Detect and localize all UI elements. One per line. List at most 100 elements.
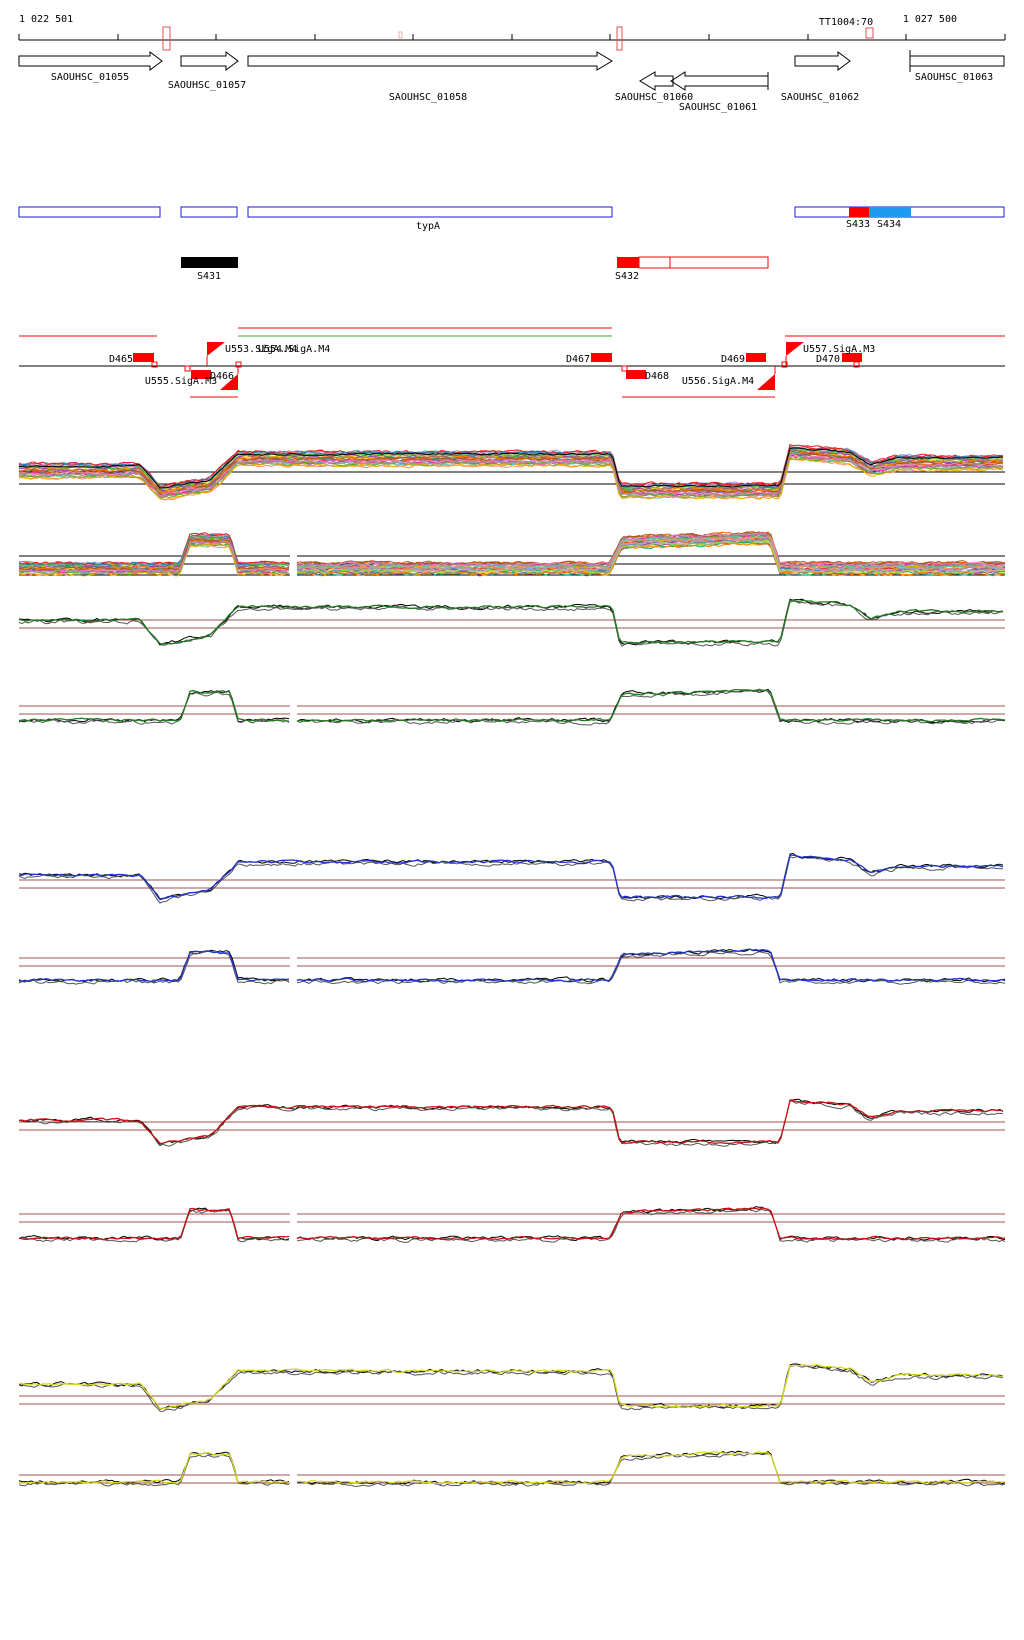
downshift-block[interactable] xyxy=(842,353,862,362)
segment-block[interactable] xyxy=(617,257,639,268)
gene-arrow[interactable] xyxy=(670,71,769,91)
ruler-marker[interactable] xyxy=(162,26,171,51)
profile-line xyxy=(18,533,289,566)
profile-line xyxy=(296,538,1006,573)
profile-line xyxy=(18,1451,290,1485)
gene-arrow[interactable] xyxy=(180,51,239,71)
profile-line xyxy=(19,532,289,566)
segment-block[interactable] xyxy=(181,257,238,268)
shift-tick xyxy=(781,361,788,368)
shift-tick xyxy=(184,365,191,372)
profile-line xyxy=(18,452,1004,496)
ruler-marker[interactable] xyxy=(398,31,403,39)
segment-block[interactable] xyxy=(849,207,869,217)
downshift-label: D465 xyxy=(109,354,133,365)
profile-line xyxy=(18,543,290,577)
downshift-label: D466 xyxy=(210,371,234,382)
upshift-label: U556.SigA.M4 xyxy=(682,376,754,387)
profile-line xyxy=(296,539,1006,574)
segment-track: S431 S432 xyxy=(181,256,769,282)
profile-line xyxy=(296,1206,1006,1242)
feature-box[interactable] xyxy=(18,206,161,218)
gene-track: SAOUHSC_01055 SAOUHSC_01057 SAOUHSC_0105… xyxy=(18,50,1005,113)
profile-line xyxy=(296,542,1006,577)
segment-box[interactable] xyxy=(638,256,671,269)
downshift-block[interactable] xyxy=(191,370,211,379)
coordinate-ruler: 1 022 501 1 027 500 TT1004:70 xyxy=(18,14,1006,51)
profile-line xyxy=(19,538,289,572)
promoter-flag[interactable] xyxy=(757,374,775,390)
start-coordinate: 1 022 501 xyxy=(19,14,73,25)
gene-arrow[interactable] xyxy=(639,71,674,91)
profile-line xyxy=(19,950,290,983)
profile-line xyxy=(18,1364,1004,1412)
ruler-marker[interactable] xyxy=(865,27,874,39)
profile-line xyxy=(18,449,1004,492)
downshift-label: D470 xyxy=(816,354,840,365)
profile-line xyxy=(18,537,290,570)
profile-line xyxy=(18,532,289,566)
gene-label: SAOUHSC_01062 xyxy=(781,92,859,103)
profile-line xyxy=(18,453,1004,498)
profile-line xyxy=(296,532,1006,569)
ruler-marker[interactable] xyxy=(616,26,623,51)
gene-label: SAOUHSC_01057 xyxy=(168,80,246,91)
feature-box[interactable] xyxy=(247,206,613,218)
segment-label: S433 xyxy=(846,219,870,230)
promoter-flag[interactable] xyxy=(207,342,225,356)
profile-line xyxy=(18,1207,290,1241)
shift-tick xyxy=(621,365,628,372)
profile-line xyxy=(296,951,1006,985)
profile-line xyxy=(18,540,290,573)
ruler-ticks xyxy=(18,34,1006,40)
profile-line xyxy=(18,1452,290,1485)
feature-box[interactable] xyxy=(180,206,238,218)
profile-line xyxy=(18,1207,290,1241)
profile-line xyxy=(296,948,1006,983)
profile-line xyxy=(18,852,1004,900)
promoter-flag[interactable] xyxy=(786,342,804,356)
profile-line xyxy=(296,1451,1006,1485)
profile-line xyxy=(18,854,1004,901)
gene-arrow[interactable] xyxy=(18,51,163,71)
profile-line xyxy=(18,541,289,575)
gene-label: SAOUHSC_01058 xyxy=(389,92,467,103)
terminator-marker-label: TT1004:70 xyxy=(819,17,873,28)
profile-line xyxy=(18,1100,1004,1147)
shift-tick xyxy=(853,361,860,368)
profile-line xyxy=(296,535,1006,570)
profile-line xyxy=(18,689,290,722)
profile-line xyxy=(18,1454,290,1487)
profile-line xyxy=(18,598,1004,646)
profile-line xyxy=(18,534,290,567)
profile-line xyxy=(18,691,290,725)
promoter-flag[interactable] xyxy=(220,374,238,390)
gene-label: SAOUHSC_01063 xyxy=(915,72,993,83)
gene-arrow[interactable] xyxy=(794,51,851,71)
profile-line xyxy=(18,1099,1004,1145)
profile-line xyxy=(18,534,290,567)
segment-box[interactable] xyxy=(669,256,769,269)
segment-label: S434 xyxy=(877,219,901,230)
gene-arrow[interactable] xyxy=(247,51,613,71)
downshift-block[interactable] xyxy=(591,353,612,362)
profile-line xyxy=(18,1364,1004,1410)
profile-line xyxy=(296,688,1006,723)
profile-line xyxy=(296,1452,1006,1487)
profile-line xyxy=(296,1207,1006,1241)
shift-tick xyxy=(151,361,158,368)
segment-block[interactable] xyxy=(869,207,911,217)
feature-label: typA xyxy=(416,221,440,232)
profile-line xyxy=(18,543,290,576)
downshift-label: D467 xyxy=(566,354,590,365)
profile-line xyxy=(296,1208,1006,1243)
downshift-block[interactable] xyxy=(746,353,766,362)
gene-arrow[interactable] xyxy=(909,55,1005,67)
profile-line xyxy=(18,534,290,567)
upshift-label: U555.SigA.M3 xyxy=(145,376,217,387)
profile-line xyxy=(18,454,1004,497)
gene-label: SAOUHSC_01055 xyxy=(51,72,129,83)
downshift-block[interactable] xyxy=(626,370,646,379)
expression-tracks xyxy=(18,443,1006,1487)
downshift-block[interactable] xyxy=(133,353,154,362)
